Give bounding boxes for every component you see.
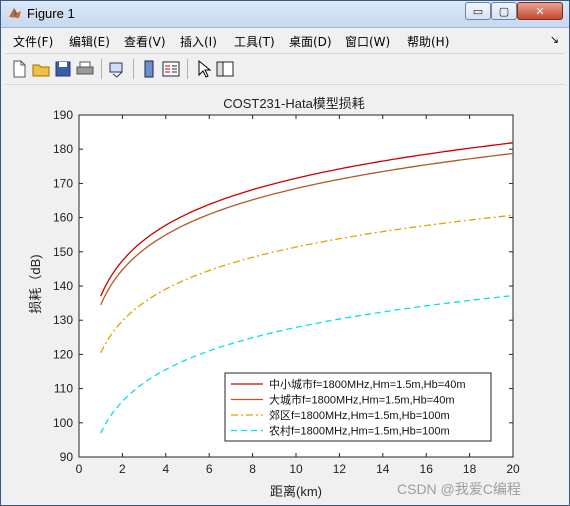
x-tick-label: 2 [119,462,126,476]
legend-entry: 农村f=1800MHz,Hm=1.5m,Hb=100m [269,424,450,438]
menu-bar: 文件(F) 编辑(E) 查看(V) 插入(I) 工具(T) 桌面(D) 窗口(W… [5,31,565,51]
minimize-button[interactable]: ▭ [465,2,491,20]
y-tick-label: 100 [53,416,73,430]
window-title: Figure 1 [27,6,75,21]
x-tick-label: 10 [289,462,303,476]
y-tick-label: 110 [54,382,73,396]
x-tick-label: 4 [162,462,169,476]
x-tick-label: 0 [76,462,83,476]
matlab-logo-icon [9,8,21,18]
menu-help[interactable]: 帮助(H) [407,35,450,49]
menu-edit[interactable]: 编辑(E) [69,35,110,49]
series-line-0 [100,142,514,297]
legend-entry: 大城市f=1800MHz,Hm=1.5m,Hb=40m [269,393,455,407]
watermark-text: CSDN @我爱C编程 [397,481,521,497]
series-line-1 [100,152,514,306]
x-tick-label: 8 [249,462,256,476]
y-tick-label: 170 [53,176,73,190]
x-tick-label: 14 [376,462,390,476]
legend-entry: 郊区f=1800MHz,Hm=1.5m,Hb=100m [269,409,450,422]
link-icon[interactable] [107,59,127,79]
colorbar-icon[interactable] [139,59,159,79]
series-line-2 [100,214,514,354]
save-icon[interactable] [53,59,73,79]
menu-overflow-icon[interactable]: ↘ [549,33,559,46]
close-button[interactable]: ✕ [517,2,563,20]
open-file-icon[interactable] [31,59,51,79]
y-tick-label: 130 [53,313,73,327]
series-line-3 [100,294,514,434]
y-tick-label: 180 [53,142,73,156]
property-editor-icon[interactable] [215,59,235,79]
x-tick-label: 6 [206,462,213,476]
y-tick-label: 160 [53,211,73,225]
menu-desktop[interactable]: 桌面(D) [289,35,332,49]
x-axis-label: 距离(km) [270,484,322,499]
x-tick-label: 20 [506,462,520,476]
toolbar [5,53,565,85]
y-axis-label: 损耗（dB) [28,254,43,313]
menu-view[interactable]: 查看(V) [124,35,166,49]
y-tick-label: 150 [53,245,73,259]
title-bar[interactable]: Figure 1 ▭ ▢ ✕ [1,1,569,28]
menu-tools[interactable]: 工具(T) [234,35,275,49]
toolbar-separator [187,59,188,79]
x-tick-label: 18 [463,462,477,476]
y-tick-label: 190 [53,108,73,122]
pointer-icon[interactable] [193,59,213,79]
menu-insert[interactable]: 插入(I) [180,35,217,49]
print-icon[interactable] [75,59,95,79]
y-tick-label: 90 [60,450,74,464]
y-tick-label: 140 [53,279,73,293]
toolbar-separator [133,59,134,79]
toolbar-separator [101,59,102,79]
new-figure-icon[interactable] [9,59,29,79]
plot-canvas: 0 2 4 6 8 10 12 14 16 18 20 90 100 110 120 130 140 150 160… [28,96,520,499]
legend-icon[interactable] [161,59,181,79]
legend: 中小城市f=1800MHz,Hm=1.5m,Hb=40m 大城市f=1800MHz… [224,372,492,442]
x-tick-label: 16 [420,462,434,476]
y-tick-label: 120 [53,347,73,361]
x-tick-label: 12 [333,462,347,476]
chart-title: COST231-Hata模型损耗 [223,96,365,111]
maximize-button[interactable]: ▢ [491,2,517,20]
legend-box [224,372,492,442]
menu-window[interactable]: 窗口(W) [345,35,391,49]
legend-entry: 中小城市f=1800MHz,Hm=1.5m,Hb=40m [269,377,466,391]
menu-file[interactable]: 文件(F) [13,35,54,49]
